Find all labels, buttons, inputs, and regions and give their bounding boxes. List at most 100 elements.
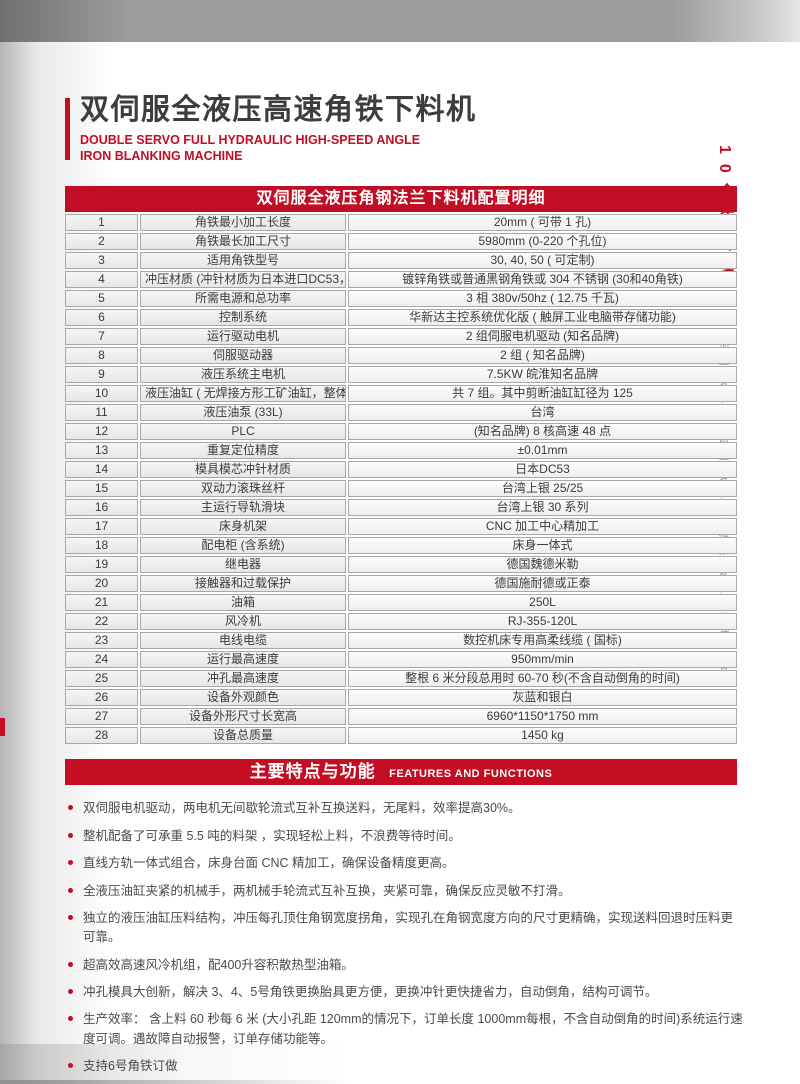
subtitle-line-2: IRON BLANKING MACHINE [80,149,243,164]
feature-item: 支持6号角铁订做 [65,1057,743,1076]
spec-name: 所需电源和总功率 [140,290,346,308]
spec-value: 台湾上银 25/25 [348,480,737,498]
table-row: 22 风冷机 RJ-355-120L [65,613,737,631]
table-row: 11 液压油泵 (33L) 台湾 [65,404,737,422]
spec-value: 2 组 ( 知名品牌) [348,347,737,365]
spec-value: 台湾上银 30 系列 [348,499,737,517]
table-row: 2 角铁最长加工尺寸 5980mm (0-220 个孔位) [65,233,737,251]
table-row: 8 伺服驱动器 2 组 ( 知名品牌) [65,347,737,365]
spec-value: ±0.01mm [348,442,737,460]
main-content: 双伺服全液压高速角铁下料机 DOUBLE SERVO FULL HYDRAULI… [63,0,743,1084]
row-number: 12 [65,423,138,441]
features-list: 双伺服电机驱动，两电机无间歇轮流式互补互换送料，无尾料，效率提高30%。 整机配… [65,799,743,1076]
spec-value: 共 7 组。其中剪断油缸缸径为 125 [348,385,737,403]
spec-value: 数控机床专用高柔线缆 ( 国标) [348,632,737,650]
spec-name: 角铁最长加工尺寸 [140,233,346,251]
table-row: 4 冲压材质 (冲针材质为日本进口DC53，下模SKD11) 镀锌角铁或普通黑钢… [65,271,737,289]
feature-item: 整机配备了可承重 5.5 吨的料架 ，实现轻松上料，不浪费等待时间。 [65,827,743,846]
spec-name: 主运行导轨滑块 [140,499,346,517]
bottom-page-shading [0,1044,350,1080]
feature-item-text: 双伺服电机驱动，两电机无间歇轮流式互补互换送料，无尾料，效率提高30%。 [83,801,521,816]
spec-value: 镀锌角铁或普通黑钢角铁或 304 不锈钢 (30和40角铁) [348,271,737,289]
spec-value: 德国施耐德或正泰 [348,575,737,593]
row-number: 13 [65,442,138,460]
row-number: 18 [65,537,138,555]
feature-item-text: 冲孔模具大创新，解决 3、4、5号角铁更换胎具更方便，更换冲针更快捷省力，自动倒… [83,985,658,1000]
spec-name: 角铁最小加工长度 [140,214,346,232]
spec-name: 控制系统 [140,309,346,327]
row-number: 10 [65,385,138,403]
row-number: 14 [65,461,138,479]
table-row: 24 运行最高速度 950mm/min [65,651,737,669]
table-row: 1 角铁最小加工长度 20mm ( 可带 1 孔) [65,214,737,232]
table-row: 26 设备外观颜色 灰蓝和银白 [65,689,737,707]
row-number: 21 [65,594,138,612]
spec-name: 双动力滚珠丝杆 [140,480,346,498]
spec-name: 继电器 [140,556,346,574]
table-row: 18 配电柜 (含系统) 床身一体式 [65,537,737,555]
spec-name: 伺服驱动器 [140,347,346,365]
spec-value: CNC 加工中心精加工 [348,518,737,536]
row-number: 19 [65,556,138,574]
spec-name: 冲孔最高速度 [140,670,346,688]
features-title-en: FEATURES AND FUNCTIONS [389,768,553,781]
spec-name: 液压油缸 ( 无焊接方形工矿油缸，整体式) [140,385,346,403]
row-number: 16 [65,499,138,517]
spec-table-title-banner: 双伺服全液压角钢法兰下料机配置明细 [65,186,737,213]
table-row: 28 设备总质量 1450 kg [65,727,737,745]
spec-name: 模具模芯冲针材质 [140,461,346,479]
spec-value: 灰蓝和银白 [348,689,737,707]
title-accent-bar [65,98,70,160]
spec-value: 2 组伺服电机驱动 (知名品牌) [348,328,737,346]
feature-item: 生产效率： 含上料 60 秒每 6 米 (大小孔距 120mm的情况下，订单长度… [65,1010,743,1049]
spec-value: 日本DC53 [348,461,737,479]
row-number: 9 [65,366,138,384]
table-row: 14 模具模芯冲针材质 日本DC53 [65,461,737,479]
row-number: 17 [65,518,138,536]
features-title-banner: 主要特点与功能 FEATURES AND FUNCTIONS [65,759,737,786]
spec-value: 30, 40, 50 ( 可定制) [348,252,737,270]
table-row: 13 重复定位精度 ±0.01mm [65,442,737,460]
table-row: 27 设备外形尺寸长宽高 6960*1150*1750 mm [65,708,737,726]
table-row: 3 适用角铁型号 30, 40, 50 ( 可定制) [65,252,737,270]
spec-name: 设备总质量 [140,727,346,745]
spec-value: 床身一体式 [348,537,737,555]
spec-name: 配电柜 (含系统) [140,537,346,555]
spec-name: 电线电缆 [140,632,346,650]
spec-table: 1 角铁最小加工长度 20mm ( 可带 1 孔) 2 角铁最长加工尺寸 598… [63,212,739,746]
spec-name: 液压油泵 (33L) [140,404,346,422]
spec-name: 设备外观颜色 [140,689,346,707]
feature-item-text: 全液压油缸夹紧的机械手，两机械手轮流式互补互换，夹紧可靠，确保反应灵敏不打滑。 [83,883,571,898]
spec-value: 6960*1150*1750 mm [348,708,737,726]
row-number: 24 [65,651,138,669]
table-row: 25 冲孔最高速度 整根 6 米分段总用时 60-70 秒(不含自动倒角的时间) [65,670,737,688]
spec-value: 3 相 380v/50hz ( 12.75 千瓦) [348,290,737,308]
spec-name: 运行最高速度 [140,651,346,669]
feature-item: 独立的液压油缸压料结构，冲压每孔顶住角钢宽度拐角，实现孔在角钢宽度方向的尺寸更精… [65,909,743,948]
row-number: 3 [65,252,138,270]
subtitle-line-1: DOUBLE SERVO FULL HYDRAULIC HIGH-SPEED A… [80,132,421,147]
table-row: 10 液压油缸 ( 无焊接方形工矿油缸，整体式) 共 7 组。其中剪断油缸缸径为… [65,385,737,403]
feature-item-text: 直线方轨一体式组合，床身台面 CNC 精加工，确保设备精度更高。 [83,856,455,871]
row-number: 23 [65,632,138,650]
page-title: 双伺服全液压高速角铁下料机 [80,94,477,126]
row-number: 6 [65,309,138,327]
row-number: 2 [65,233,138,251]
table-row: 9 液压系统主电机 7.5KW 皖淮知名品牌 [65,366,737,384]
spec-name: 运行驱动电机 [140,328,346,346]
spec-name: 风冷机 [140,613,346,631]
row-number: 27 [65,708,138,726]
table-row: 20 接触器和过载保护 德国施耐德或正泰 [65,575,737,593]
spec-name: 设备外形尺寸长宽高 [140,708,346,726]
table-row: 17 床身机架 CNC 加工中心精加工 [65,518,737,536]
row-number: 8 [65,347,138,365]
row-number: 5 [65,290,138,308]
feature-item: 超高效高速风冷机组，配400升容积散热型油箱。 [65,956,743,975]
spec-value: 5980mm (0-220 个孔位) [348,233,737,251]
table-row: 21 油箱 250L [65,594,737,612]
feature-item: 双伺服电机驱动，两电机无间歇轮流式互补互换送料，无尾料，效率提高30%。 [65,799,743,818]
spec-value: 950mm/min [348,651,737,669]
feature-item-text: 生产效率： 含上料 60 秒每 6 米 (大小孔距 120mm的情况下，订单长度… [83,1012,743,1046]
spec-value: 1450 kg [348,727,737,745]
